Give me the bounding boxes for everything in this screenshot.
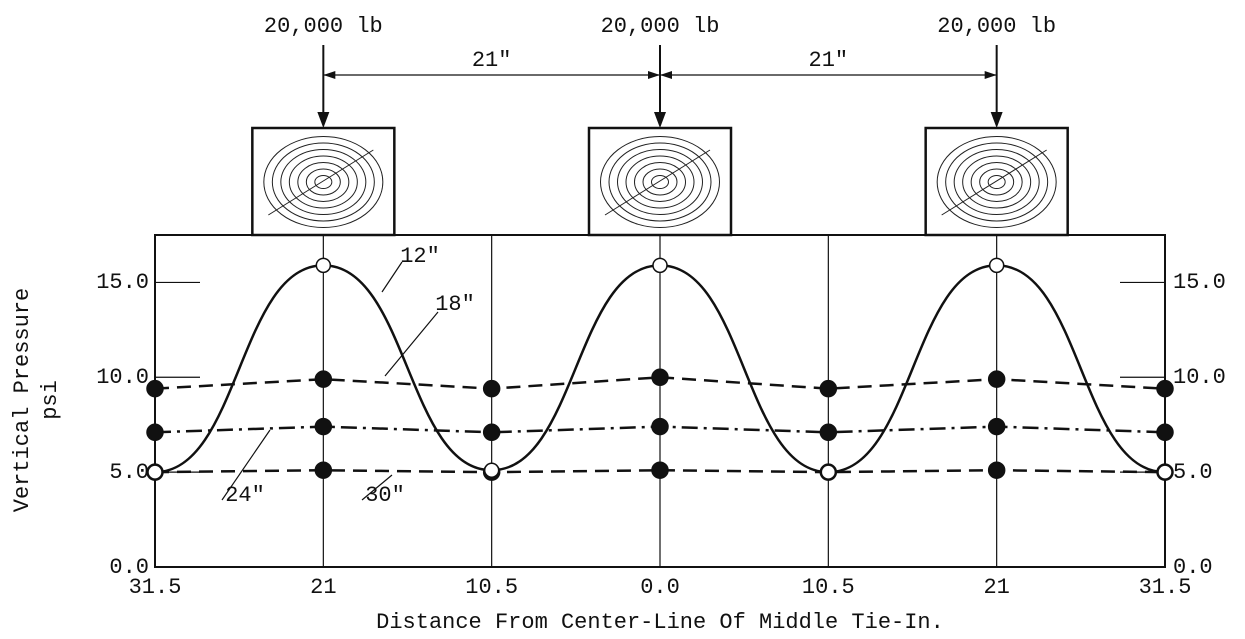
tie-ring: [979, 168, 1015, 196]
tie-ring: [288, 155, 358, 209]
point: [651, 461, 669, 479]
x-tick-label: 10.5: [802, 575, 855, 600]
y-tick-label-right: 0.0: [1173, 555, 1213, 580]
y-tick-label: 5.0: [109, 460, 149, 485]
point: [651, 417, 669, 436]
point: [314, 461, 333, 479]
point: [987, 417, 1006, 436]
series-label: 12": [400, 244, 440, 269]
x-tick-label: 31.5: [129, 575, 182, 600]
tie-ring: [297, 162, 350, 202]
annotation-leader: [221, 429, 271, 501]
point: [314, 417, 333, 436]
series-label: 30": [365, 483, 405, 508]
tie-ring: [634, 162, 686, 202]
tie-ring: [651, 175, 669, 189]
point: [652, 257, 668, 274]
y-tick-label-right: 10.0: [1173, 365, 1226, 390]
tie-ring: [314, 175, 333, 189]
point: [1156, 423, 1174, 442]
tie-ring: [271, 142, 375, 222]
point: [314, 370, 333, 388]
point: [483, 462, 500, 478]
arrow-head: [990, 112, 1003, 128]
tie-crack: [941, 149, 1047, 216]
tie-ring: [280, 149, 367, 215]
x-tick-label: 10.5: [465, 575, 518, 600]
tie-ring: [945, 142, 1049, 222]
spacing-label: 21": [472, 48, 512, 73]
tie-ring: [962, 155, 1032, 209]
tie-ring: [600, 136, 720, 228]
y-tick-label: 0.0: [109, 555, 149, 580]
tie-ring: [608, 142, 712, 222]
point: [147, 464, 163, 480]
x-tick-label: 21: [983, 575, 1009, 600]
tie-ring: [642, 168, 678, 196]
annotation-leader: [384, 311, 439, 377]
tie-crack: [604, 149, 711, 216]
x-axis-title: Distance From Center-Line Of Middle Tie-…: [376, 610, 944, 635]
annotation-leader: [361, 474, 393, 501]
tie-ring: [936, 136, 1057, 228]
point: [315, 257, 332, 274]
point: [146, 423, 164, 442]
tie-ring: [987, 175, 1006, 189]
x-tick-label: 0.0: [640, 575, 680, 600]
point: [1156, 379, 1174, 398]
tie-ring: [953, 149, 1040, 215]
point: [1157, 464, 1173, 480]
point: [651, 368, 669, 387]
point: [819, 423, 838, 442]
tie-ring: [625, 155, 695, 209]
y-axis-title: Vertical Pressure: [10, 288, 35, 512]
load-label: 20,000 lb: [601, 14, 720, 39]
annotation-leader: [381, 261, 403, 293]
point: [820, 464, 837, 480]
point: [987, 461, 1006, 479]
point: [819, 379, 838, 398]
point: [988, 257, 1005, 274]
point: [482, 423, 501, 442]
y-tick-label: 15.0: [96, 270, 149, 295]
series-label: 18": [435, 292, 475, 317]
y-tick-label-right: 15.0: [1173, 270, 1226, 295]
y-axis-title: psi: [38, 380, 63, 420]
tie-ring: [263, 136, 384, 228]
tie-ring: [970, 162, 1023, 202]
tie-ring: [617, 149, 703, 215]
point: [146, 379, 164, 398]
series-label: 24": [225, 483, 265, 508]
x-tick-label: 31.5: [1139, 575, 1192, 600]
tie-ring: [305, 168, 341, 196]
point: [482, 379, 501, 398]
tie-crack: [268, 149, 374, 216]
y-tick-label: 10.0: [96, 365, 149, 390]
arrow-head: [654, 112, 666, 128]
point: [987, 370, 1006, 388]
load-label: 20,000 lb: [264, 14, 383, 39]
spacing-label: 21": [809, 48, 849, 73]
y-tick-label-right: 5.0: [1173, 460, 1213, 485]
arrow-head: [317, 112, 330, 128]
load-label: 20,000 lb: [937, 14, 1056, 39]
x-tick-label: 21: [310, 575, 336, 600]
